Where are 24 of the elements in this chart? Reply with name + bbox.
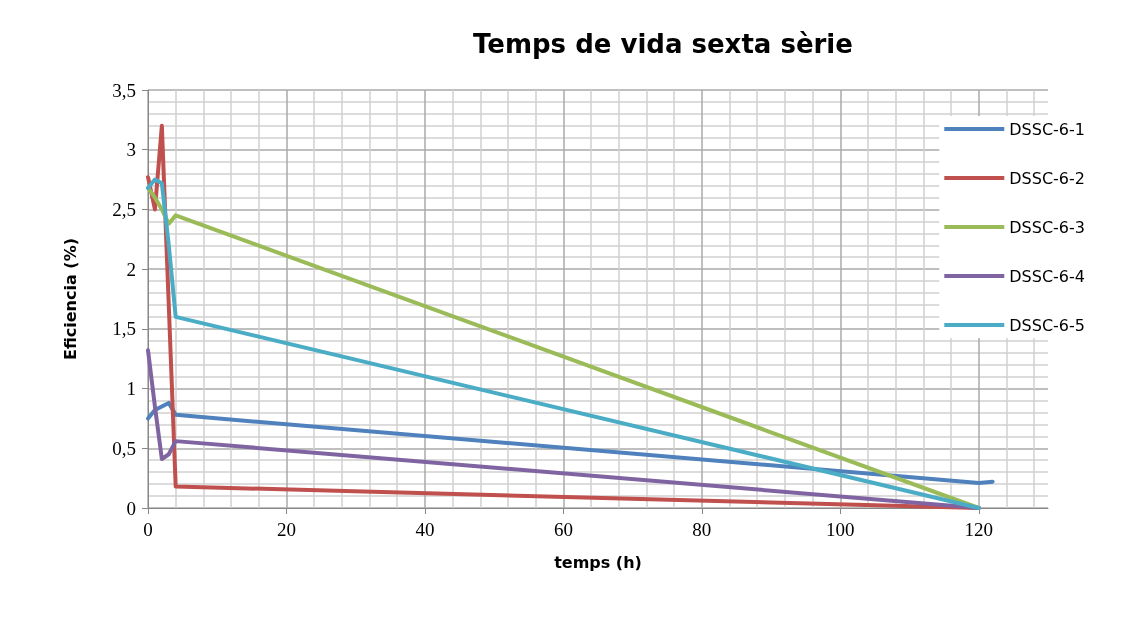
line-series	[146, 400, 995, 485]
y-tick-label: 3,5	[112, 79, 136, 101]
y-tick-label: 0,5	[112, 437, 136, 459]
x-tick-label: 0	[143, 519, 153, 540]
y-tick-label: 0	[126, 497, 136, 519]
x-tick-label: 60	[553, 519, 573, 540]
legend-label: DSSC-6-2	[1009, 168, 1086, 188]
x-tick-label: 100	[826, 519, 855, 540]
x-tick-label: 120	[964, 519, 994, 540]
x-tick-label: 40	[415, 519, 435, 540]
chart-title: Temps de vida sexta sèrie	[473, 29, 853, 59]
y-tick-label: 2,5	[112, 198, 136, 220]
y-tick-label: 3	[126, 139, 136, 161]
y-axis-title: Eficiencia (%)	[60, 238, 80, 360]
legend-label: DSSC-6-3	[1009, 217, 1086, 237]
legend-label: DSSC-6-4	[1009, 266, 1086, 286]
y-tick-label: 1,5	[112, 318, 136, 340]
x-tick-label: 20	[276, 519, 296, 540]
y-tick-label: 2	[126, 258, 136, 280]
legend-label: DSSC-6-5	[1009, 315, 1086, 335]
legend-label: DSSC-6-1	[1009, 119, 1086, 139]
x-axis-title: temps (h)	[554, 552, 642, 572]
y-tick-label: 1	[126, 378, 136, 400]
x-tick-label: 80	[692, 519, 712, 540]
